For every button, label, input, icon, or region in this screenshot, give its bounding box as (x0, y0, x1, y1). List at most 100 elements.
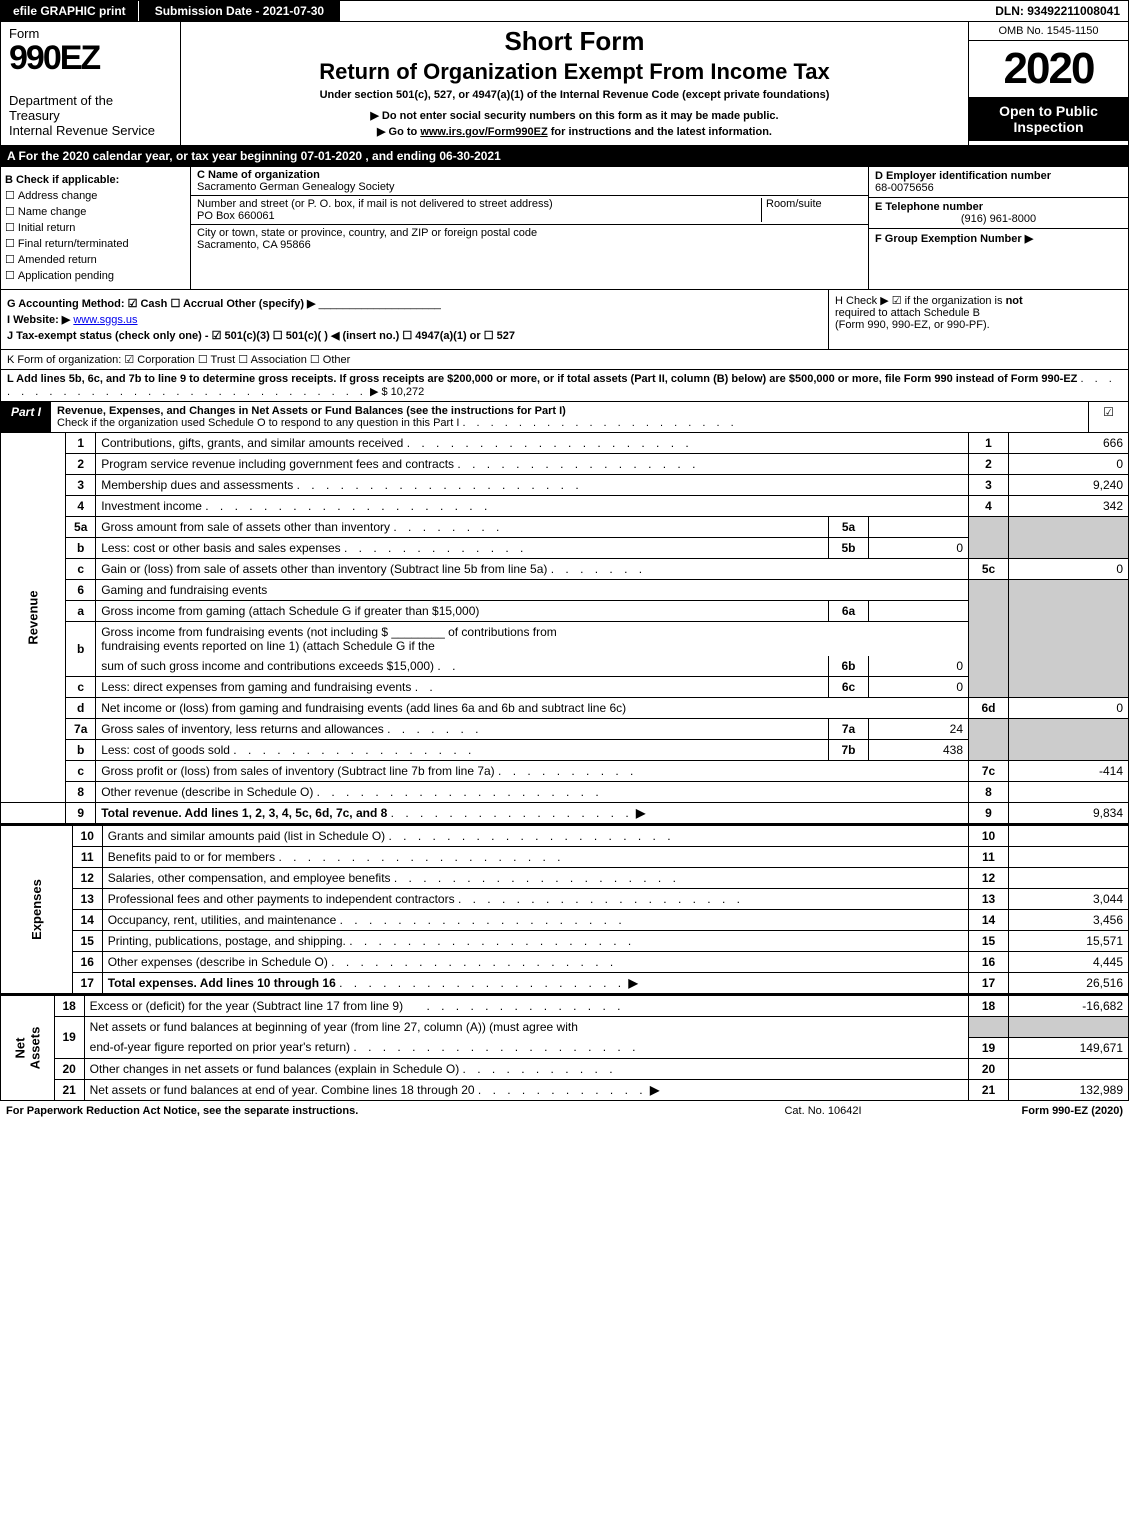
section-gij-left: G Accounting Method: ☑ Cash ☐ Accrual Ot… (1, 290, 828, 349)
check-address-change-label: Address change (18, 190, 98, 202)
line-g-accounting-method: G Accounting Method: ☑ Cash ☐ Accrual Ot… (7, 297, 822, 310)
line-i-website: I Website: ▶ www.sggs.us (7, 313, 822, 326)
line-5c-no: c (66, 559, 96, 580)
dln-label: DLN: 93492211008041 (987, 1, 1128, 21)
line-h-text-2: (Form 990, 990-EZ, or 990-PF). (835, 319, 990, 331)
line-19-no: 19 (54, 1017, 84, 1059)
line-6-grey-val (1009, 580, 1129, 698)
line-6b-row2: sum of such gross income and contributio… (1, 656, 1129, 677)
line-12-value (1009, 868, 1129, 889)
expenses-sidelabel: Expenses (29, 879, 44, 940)
line-19-grey-val (1009, 1017, 1129, 1038)
line-10-value (1009, 826, 1129, 847)
line-6c-subnum: 6c (829, 677, 869, 698)
topbar-spacer (340, 1, 987, 21)
footer-catalog-number: Cat. No. 10642I (723, 1105, 923, 1117)
line-h-text-pre: H Check ▶ ☑ if the organization is (835, 295, 1006, 307)
line-5b-no: b (66, 538, 96, 559)
irs-link[interactable]: www.irs.gov/Form990EZ (420, 126, 547, 138)
net-assets-table: Net Assets 18 Excess or (deficit) for th… (0, 996, 1129, 1101)
check-application-pending-label: Application pending (18, 270, 114, 282)
line-3-desc: Membership dues and assessments (101, 478, 293, 492)
check-name-change[interactable]: ☐ Name change (5, 205, 186, 218)
line-6a-no: a (66, 601, 96, 622)
line-6-desc: Gaming and fundraising events (96, 580, 969, 601)
po-box: PO Box 660061 (197, 210, 275, 222)
line-5-grey-val (1009, 517, 1129, 559)
check-final-return[interactable]: ☐ Final return/terminated (5, 237, 186, 250)
line-6a: a Gross income from gaming (attach Sched… (1, 601, 1129, 622)
line-4-no: 4 (66, 496, 96, 517)
line-18-no: 18 (54, 996, 84, 1017)
part-i-tag: Part I (1, 402, 51, 432)
line-13-no: 13 (72, 889, 102, 910)
check-application-pending[interactable]: ☐ Application pending (5, 269, 186, 282)
line-2-no: 2 (66, 454, 96, 475)
line-4-value: 342 (1009, 496, 1129, 517)
line-6b-desc-3: sum of such gross income and contributio… (101, 659, 434, 673)
footer-form-no: 990-EZ (1052, 1105, 1088, 1117)
line-21: 21 Net assets or fund balances at end of… (1, 1079, 1129, 1100)
line-7c-value: -414 (1009, 761, 1129, 782)
line-8-value (1009, 782, 1129, 803)
line-7b-subval: 438 (869, 740, 969, 761)
box-f-label: F Group Exemption Number ▶ (875, 233, 1033, 245)
line-i-prefix: I Website: ▶ (7, 314, 70, 326)
line-l-amount: ▶ $ 10,272 (370, 386, 424, 398)
line-1-no: 1 (66, 433, 96, 454)
line-21-value: 132,989 (1009, 1079, 1129, 1100)
line-15-no: 15 (72, 931, 102, 952)
line-11-lineno: 11 (969, 847, 1009, 868)
footer-left: For Paperwork Reduction Act Notice, see … (6, 1105, 723, 1117)
website-link[interactable]: www.sggs.us (73, 314, 137, 326)
room-suite-label: Room/suite (766, 198, 822, 210)
line-5c-lineno: 5c (969, 559, 1009, 580)
line-4-desc: Investment income (101, 499, 202, 513)
form-subtitle: Under section 501(c), 527, or 4947(a)(1)… (185, 89, 964, 101)
line-18-value: -16,682 (1009, 996, 1129, 1017)
line-8-desc: Other revenue (describe in Schedule O) (101, 785, 313, 799)
line-4: 4 Investment income . . . . . . . . . . … (1, 496, 1129, 517)
line-12: 12Salaries, other compensation, and empl… (1, 868, 1129, 889)
efile-print-button[interactable]: efile GRAPHIC print (1, 1, 139, 21)
ein-value: 68-0075656 (875, 182, 934, 194)
line-5c-desc: Gain or (loss) from sale of assets other… (101, 562, 547, 576)
line-5-grey (969, 517, 1009, 559)
line-6: 6 Gaming and fundraising events (1, 580, 1129, 601)
line-6-no: 6 (66, 580, 96, 601)
calendar-year-bar: A For the 2020 calendar year, or tax yea… (0, 146, 1129, 167)
line-7a-no: 7a (66, 719, 96, 740)
line-5b-desc: Less: cost or other basis and sales expe… (101, 541, 340, 555)
part-i-checkbox[interactable]: ☑ (1088, 402, 1128, 432)
note-goto-pre: ▶ Go to (377, 126, 420, 138)
line-18: Net Assets 18 Excess or (deficit) for th… (1, 996, 1129, 1017)
check-initial-return[interactable]: ☐ Initial return (5, 221, 186, 234)
line-15-value: 15,571 (1009, 931, 1129, 952)
line-1: Revenue 1 Contributions, gifts, grants, … (1, 433, 1129, 454)
line-5c: c Gain or (loss) from sale of assets oth… (1, 559, 1129, 580)
section-ghij: G Accounting Method: ☑ Cash ☐ Accrual Ot… (0, 290, 1129, 350)
form-title: Return of Organization Exempt From Incom… (185, 59, 964, 85)
line-6b-subnum: 6b (829, 656, 869, 677)
line-6c-no: c (66, 677, 96, 698)
line-7a-desc: Gross sales of inventory, less returns a… (101, 722, 384, 736)
header-center: Short Form Return of Organization Exempt… (181, 22, 968, 145)
line-19-desc-2: end-of-year figure reported on prior yea… (90, 1040, 350, 1054)
submission-date-label: Submission Date - 2021-07-30 (139, 1, 340, 21)
line-13-value: 3,044 (1009, 889, 1129, 910)
footer-form-post: (2020) (1088, 1105, 1123, 1117)
check-address-change[interactable]: ☐ Address change (5, 189, 186, 202)
address-label: Number and street (or P. O. box, if mail… (197, 198, 553, 210)
line-7c-desc: Gross profit or (loss) from sales of inv… (101, 764, 494, 778)
line-6d-desc: Net income or (loss) from gaming and fun… (96, 698, 969, 719)
line-19-lineno: 19 (969, 1037, 1009, 1058)
footer-right: Form 990-EZ (2020) (923, 1105, 1123, 1117)
expenses-table: Expenses 10 Grants and similar amounts p… (0, 826, 1129, 996)
line-7a: 7a Gross sales of inventory, less return… (1, 719, 1129, 740)
check-amended-return[interactable]: ☐ Amended return (5, 253, 186, 266)
phone-value: (916) 961-8000 (875, 213, 1122, 225)
line-14-lineno: 14 (969, 910, 1009, 931)
line-11-no: 11 (72, 847, 102, 868)
line-14: 14Occupancy, rent, utilities, and mainte… (1, 910, 1129, 931)
line-6d-no: d (66, 698, 96, 719)
